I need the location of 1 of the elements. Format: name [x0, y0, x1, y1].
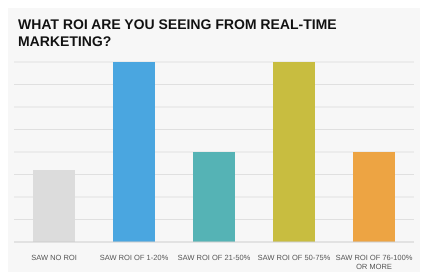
chart-title: WHAT ROI ARE YOU SEEING FROM REAL-TIME MARKETING? — [17, 15, 338, 51]
